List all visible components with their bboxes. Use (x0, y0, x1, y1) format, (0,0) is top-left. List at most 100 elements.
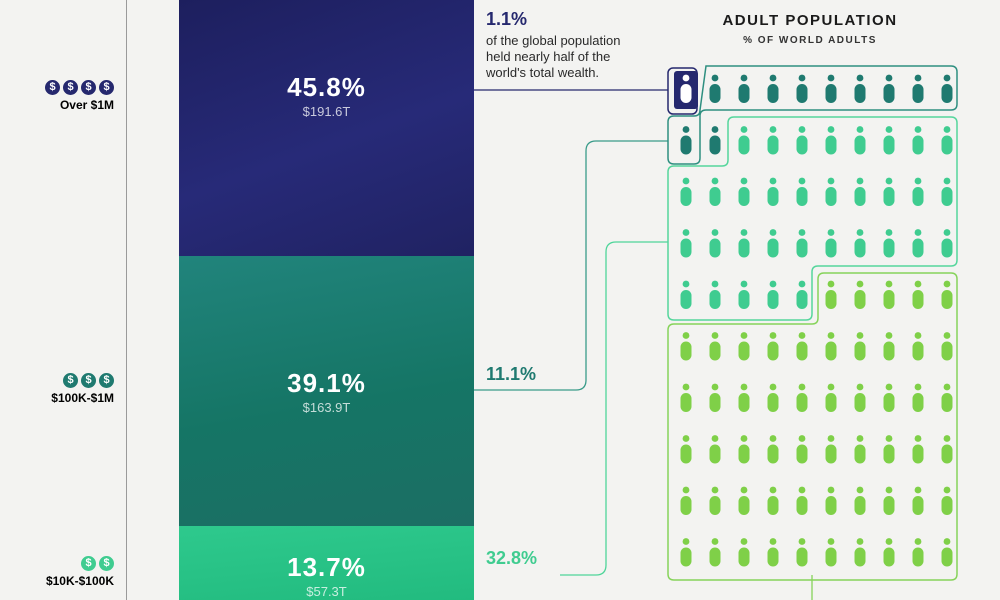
person-icon (767, 74, 779, 103)
dollar-coin-icon: $ (81, 373, 96, 388)
wealth-bar-10k-100k: 13.7% $57.3T (179, 526, 474, 600)
person-icon (883, 74, 895, 103)
person-icon (883, 486, 895, 515)
group-outline-lower (667, 272, 958, 581)
person-icon (941, 435, 953, 464)
bar-amount: $191.6T (302, 104, 351, 119)
person-icon (883, 126, 895, 155)
panel-subtitle: % OF WORLD ADULTS (743, 35, 877, 46)
person-icon (883, 177, 895, 206)
tier-label: Over $1M (59, 98, 114, 112)
annotation-line: held nearly half of the (486, 49, 611, 64)
tier-label: $10K-$100K (45, 574, 114, 588)
person-icon (738, 486, 750, 515)
person-icon (825, 538, 837, 567)
panel-title: ADULT POPULATION (722, 12, 898, 29)
person-icon (738, 126, 750, 155)
person-icon (854, 74, 866, 103)
person-icon (709, 383, 721, 412)
person-icon (767, 383, 779, 412)
person-icon (912, 435, 924, 464)
person-icon (825, 229, 837, 258)
person-icon (767, 435, 779, 464)
person-icon (883, 229, 895, 258)
person-icon (883, 280, 895, 309)
person-icon (767, 486, 779, 515)
person-icon (767, 177, 779, 206)
person-icon (854, 383, 866, 412)
dollar-coin-icon: $ (81, 556, 96, 571)
person-icon (825, 383, 837, 412)
annotation-top-text: of the global population held nearly hal… (486, 33, 666, 81)
group-outline-middle (667, 116, 958, 321)
person-icon (854, 435, 866, 464)
dollar-coin-icon: $ (99, 373, 114, 388)
person-icon (912, 177, 924, 206)
person-icon (941, 126, 953, 155)
tier-label: $100K-$1M (51, 391, 114, 405)
person-icon (883, 435, 895, 464)
wealth-bar-over-1m: 45.8% $191.6T (179, 0, 474, 256)
person-icon (854, 229, 866, 258)
person-icon (709, 486, 721, 515)
person-icon (709, 280, 721, 309)
person-icon (796, 280, 808, 309)
annotation-line: world's total wealth. (486, 65, 600, 80)
person-icon (883, 538, 895, 567)
person-icon (796, 126, 808, 155)
person-icon (680, 229, 692, 258)
person-icon (796, 435, 808, 464)
dollar-coin-icon: $ (63, 80, 78, 95)
bar-amount: $57.3T (306, 584, 347, 599)
person-icon (854, 280, 866, 309)
person-icon (738, 332, 750, 361)
annotation-line: of the global population (486, 33, 621, 48)
person-icon (709, 74, 721, 103)
wealth-bar-100k-1m: 39.1% $163.9T (179, 256, 474, 526)
dollar-coin-icon: $ (99, 80, 114, 95)
person-icon (709, 435, 721, 464)
person-icon (738, 383, 750, 412)
person-icon (709, 229, 721, 258)
person-icon (825, 332, 837, 361)
person-icon (912, 229, 924, 258)
person-icon (767, 126, 779, 155)
tier-100k-1m: $ $ $ $100K-$1M (51, 373, 114, 405)
person-icon (825, 74, 837, 103)
person-icon (767, 229, 779, 258)
person-icon (825, 177, 837, 206)
person-icon (941, 332, 953, 361)
person-icon (912, 280, 924, 309)
person-icon (825, 126, 837, 155)
group-outline-upper (667, 65, 958, 165)
person-icon (912, 126, 924, 155)
person-icon (941, 538, 953, 567)
bar-percent: 45.8% (287, 72, 366, 102)
person-icon (941, 177, 953, 206)
bar-percent: 13.7% (287, 552, 366, 582)
person-icon (912, 332, 924, 361)
person-icon (767, 332, 779, 361)
person-icon (738, 538, 750, 567)
person-icon (680, 332, 692, 361)
annotation-middle-pct: 32.8% (486, 548, 538, 568)
person-icon (912, 383, 924, 412)
connector-upper (474, 140, 668, 391)
person-icon (854, 177, 866, 206)
person-icon (941, 74, 953, 103)
person-icon (738, 177, 750, 206)
person-icon (941, 486, 953, 515)
person-icon (674, 71, 698, 109)
person-icon (738, 435, 750, 464)
dollar-coin-icon: $ (81, 80, 96, 95)
person-icon (738, 229, 750, 258)
person-icon (796, 383, 808, 412)
person-icon (912, 538, 924, 567)
person-icon (709, 177, 721, 206)
dollar-coin-icon: $ (63, 373, 78, 388)
person-icon (854, 538, 866, 567)
coin-group: $ $ (46, 556, 114, 571)
person-icon (767, 538, 779, 567)
person-icon (941, 280, 953, 309)
